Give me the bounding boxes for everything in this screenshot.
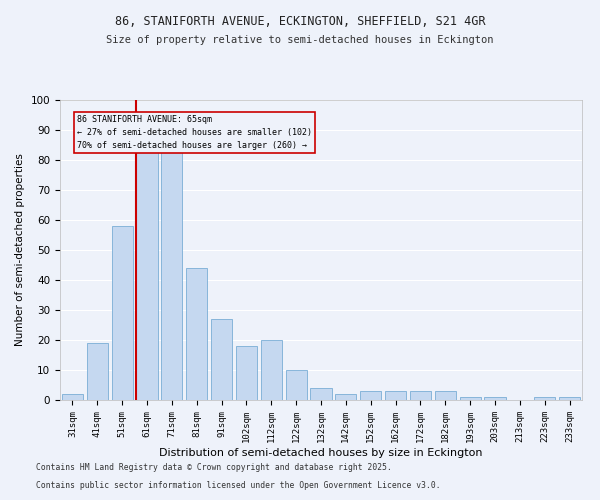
Bar bbox=[211, 319, 232, 400]
Bar bbox=[112, 226, 133, 400]
Bar bbox=[484, 397, 506, 400]
Bar bbox=[534, 397, 555, 400]
Text: Contains public sector information licensed under the Open Government Licence v3: Contains public sector information licen… bbox=[36, 481, 440, 490]
Bar bbox=[310, 388, 332, 400]
Bar bbox=[261, 340, 282, 400]
Bar bbox=[460, 397, 481, 400]
Bar bbox=[286, 370, 307, 400]
Bar bbox=[559, 397, 580, 400]
Text: 86 STANIFORTH AVENUE: 65sqm
← 27% of semi-detached houses are smaller (102)
70% : 86 STANIFORTH AVENUE: 65sqm ← 27% of sem… bbox=[77, 115, 313, 150]
Bar bbox=[136, 121, 158, 400]
X-axis label: Distribution of semi-detached houses by size in Eckington: Distribution of semi-detached houses by … bbox=[159, 448, 483, 458]
Bar bbox=[385, 391, 406, 400]
Text: 86, STANIFORTH AVENUE, ECKINGTON, SHEFFIELD, S21 4GR: 86, STANIFORTH AVENUE, ECKINGTON, SHEFFI… bbox=[115, 15, 485, 28]
Bar bbox=[335, 394, 356, 400]
Text: Size of property relative to semi-detached houses in Eckington: Size of property relative to semi-detach… bbox=[106, 35, 494, 45]
Bar bbox=[62, 394, 83, 400]
Bar bbox=[410, 391, 431, 400]
Bar bbox=[435, 391, 456, 400]
Bar bbox=[186, 268, 207, 400]
Bar bbox=[87, 343, 108, 400]
Bar bbox=[360, 391, 381, 400]
Bar bbox=[236, 346, 257, 400]
Y-axis label: Number of semi-detached properties: Number of semi-detached properties bbox=[15, 154, 25, 346]
Text: Contains HM Land Registry data © Crown copyright and database right 2025.: Contains HM Land Registry data © Crown c… bbox=[36, 464, 392, 472]
Bar bbox=[161, 121, 182, 400]
